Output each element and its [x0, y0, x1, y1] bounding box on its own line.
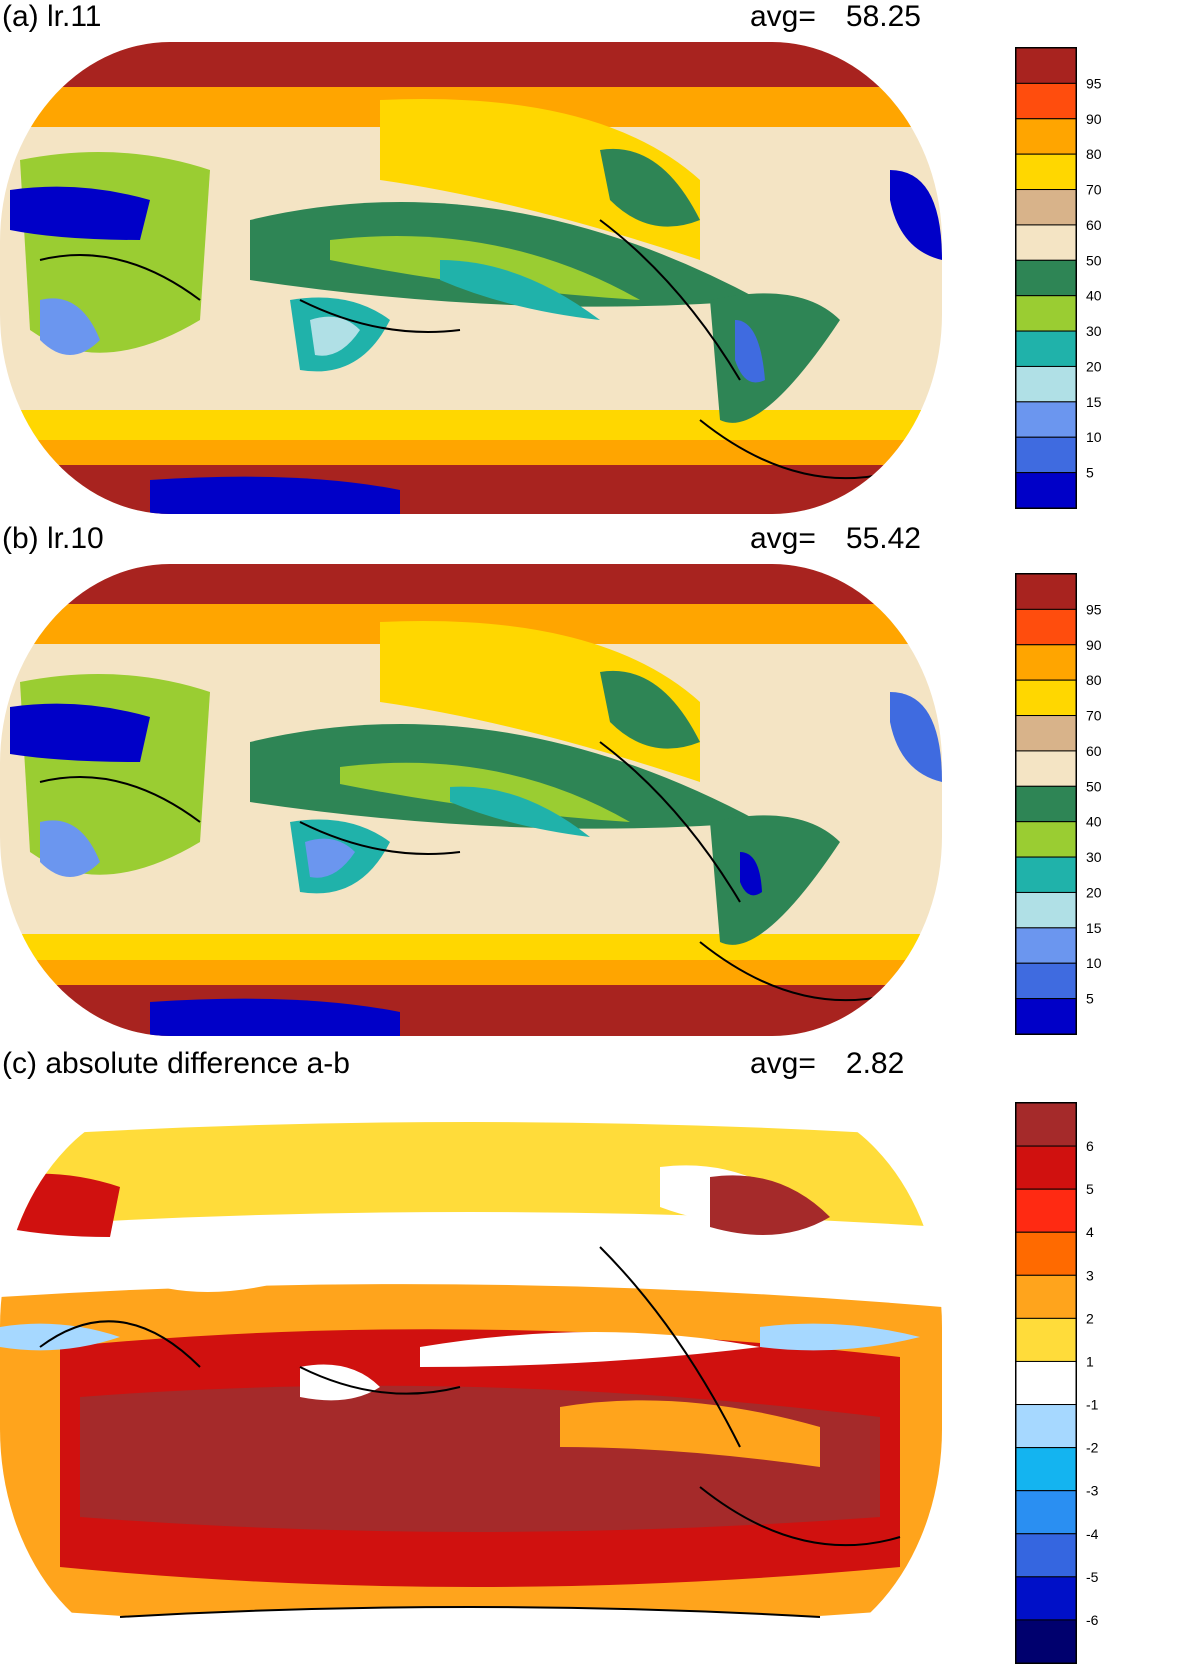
colorbar-swatch [1015, 47, 1077, 84]
colorbar-swatch [1015, 821, 1077, 858]
panel-c-graphics: 6 5 4 3 2 1 -1 -2 -3 -4 -5 -6 [0, 1097, 1099, 1664]
panel-a-avg: avg= 58.25 [750, 0, 921, 34]
map-a [0, 42, 942, 514]
panel-c-title: (c) absolute difference a-b [2, 1047, 350, 1080]
colorbar-tick-label: 60 [1086, 743, 1102, 759]
colorbar-swatch [1015, 189, 1077, 226]
colorbar-tick-label: -5 [1086, 1569, 1099, 1585]
colorbar-tick-label: 5 [1086, 991, 1094, 1007]
colorbar-tick-label: -1 [1086, 1397, 1099, 1413]
panel-b-avg: avg= 55.42 [750, 522, 921, 556]
colorbar-tick-label: 70 [1086, 182, 1102, 198]
colorbar-tick-label: 50 [1086, 252, 1102, 268]
panel-b-avg-label: avg= [750, 522, 816, 555]
colorbar-swatch [1015, 1145, 1077, 1190]
colorbar-swatch [1015, 436, 1077, 474]
colorbar-swatch [1015, 715, 1077, 752]
panel-c: 6 5 4 3 2 1 -1 -2 -3 -4 -5 -6 (c) absolute differen… [0, 1047, 1183, 1677]
colorbar-tick-label: -3 [1086, 1483, 1099, 1499]
colorbar-swatch [1015, 118, 1077, 155]
colorbar-tick-label: 5 [1086, 465, 1094, 481]
colorbar-swatch [1015, 608, 1077, 646]
panel-b-graphics: 95 90 80 70 60 50 40 30 20 15 10 5 [0, 564, 1102, 1036]
colorbar-swatch [1015, 1317, 1077, 1362]
colorbar-tick-label: 6 [1086, 1138, 1094, 1154]
colorbar-tick-label: 20 [1086, 884, 1102, 900]
colorbar-tick-label: 40 [1086, 288, 1102, 304]
panel-b-title: (b) lr.10 [2, 522, 104, 555]
colorbar-swatch [1015, 1404, 1077, 1449]
colorbar-swatch [1015, 679, 1077, 717]
colorbar-swatch [1015, 401, 1077, 438]
panel-a-graphics: 95 90 80 70 60 50 40 30 20 15 10 5 [0, 42, 1102, 514]
colorbar-swatch [1015, 1490, 1077, 1535]
colorbar-c-swatches: 6 5 4 3 2 1 -1 -2 -3 -4 -5 -6 [1015, 1102, 1099, 1664]
colorbar-tick-label: 30 [1086, 849, 1102, 865]
colorbar-swatch [1015, 259, 1077, 297]
colorbar-tick-label: 10 [1086, 955, 1102, 971]
panel-a-avg-label: avg= [750, 0, 816, 33]
colorbar-swatch [1015, 1533, 1077, 1578]
colorbar-b-swatches: 95 90 80 70 60 50 40 30 20 15 10 5 [1015, 573, 1102, 1035]
colorbar-swatch [1015, 82, 1077, 120]
colorbar-a-swatches: 95 90 80 70 60 50 40 30 20 15 10 5 [1015, 47, 1102, 509]
colorbar-swatch [1015, 573, 1077, 610]
colorbar-swatch [1015, 1360, 1077, 1406]
colorbar-swatch [1015, 1576, 1077, 1621]
colorbar-swatch [1015, 856, 1077, 893]
colorbar-swatch [1015, 153, 1077, 191]
panel-b: 95 90 80 70 60 50 40 30 20 15 10 5 (b) lr.10 avg= 55… [0, 522, 1183, 1042]
colorbar-tick-label: 5 [1086, 1181, 1094, 1197]
colorbar-swatch [1015, 295, 1077, 332]
colorbar-swatch [1015, 1619, 1077, 1664]
colorbar-tick-label: 70 [1086, 708, 1102, 724]
colorbar-swatch [1015, 472, 1077, 509]
colorbar-swatch [1015, 1102, 1077, 1147]
colorbar-tick-label: 10 [1086, 429, 1102, 445]
colorbar-tick-label: -6 [1086, 1612, 1099, 1628]
colorbar-swatch [1015, 1274, 1077, 1319]
colorbar-tick-label: 30 [1086, 323, 1102, 339]
colorbar-swatch [1015, 330, 1077, 367]
colorbar-tick-label: 80 [1086, 672, 1102, 688]
panel-a: 95 90 80 70 60 50 40 30 20 15 10 5 (a) lr.11 avg= 58… [0, 0, 1183, 520]
colorbar-swatch [1015, 750, 1077, 787]
colorbar-swatch [1015, 1231, 1077, 1276]
panel-c-avg: avg= 2.82 [750, 1047, 904, 1081]
colorbar-tick-label: 3 [1086, 1267, 1094, 1283]
colorbar-tick-label: -4 [1086, 1526, 1099, 1542]
colorbar-swatch [1015, 1188, 1077, 1233]
colorbar-swatch [1015, 1447, 1077, 1492]
colorbar-tick-label: 40 [1086, 814, 1102, 830]
colorbar-tick-label: 90 [1086, 111, 1102, 127]
colorbar-tick-label: 80 [1086, 146, 1102, 162]
colorbar-swatch [1015, 998, 1077, 1035]
colorbar-tick-label: 50 [1086, 778, 1102, 794]
colorbar-tick-label: -2 [1086, 1440, 1099, 1456]
panel-b-avg-value: 55.42 [845, 522, 921, 555]
colorbar-swatch [1015, 927, 1077, 964]
panel-c-avg-value: 2.82 [845, 1047, 905, 1080]
colorbar-swatch [1015, 785, 1077, 823]
colorbar-swatch [1015, 365, 1077, 403]
colorbar-tick-label: 15 [1086, 394, 1102, 410]
colorbar-tick-label: 2 [1086, 1310, 1094, 1326]
colorbar-swatch [1015, 962, 1077, 1000]
panel-a-avg-value: 58.25 [845, 0, 921, 33]
map-b [0, 564, 942, 1036]
colorbar-swatch [1015, 224, 1077, 261]
colorbar-tick-label: 95 [1086, 75, 1102, 91]
map-c [0, 1097, 942, 1659]
colorbar-tick-label: 20 [1086, 358, 1102, 374]
colorbar-swatch [1015, 644, 1077, 681]
colorbar-tick-label: 1 [1086, 1353, 1094, 1369]
colorbar-tick-label: 15 [1086, 920, 1102, 936]
colorbar-swatch [1015, 891, 1077, 929]
panel-a-title: (a) lr.11 [2, 0, 102, 33]
colorbar-tick-label: 4 [1086, 1224, 1094, 1240]
colorbar-tick-label: 60 [1086, 217, 1102, 233]
colorbar-tick-label: 90 [1086, 637, 1102, 653]
panel-c-avg-label: avg= [750, 1047, 816, 1080]
colorbar-tick-label: 95 [1086, 601, 1102, 617]
